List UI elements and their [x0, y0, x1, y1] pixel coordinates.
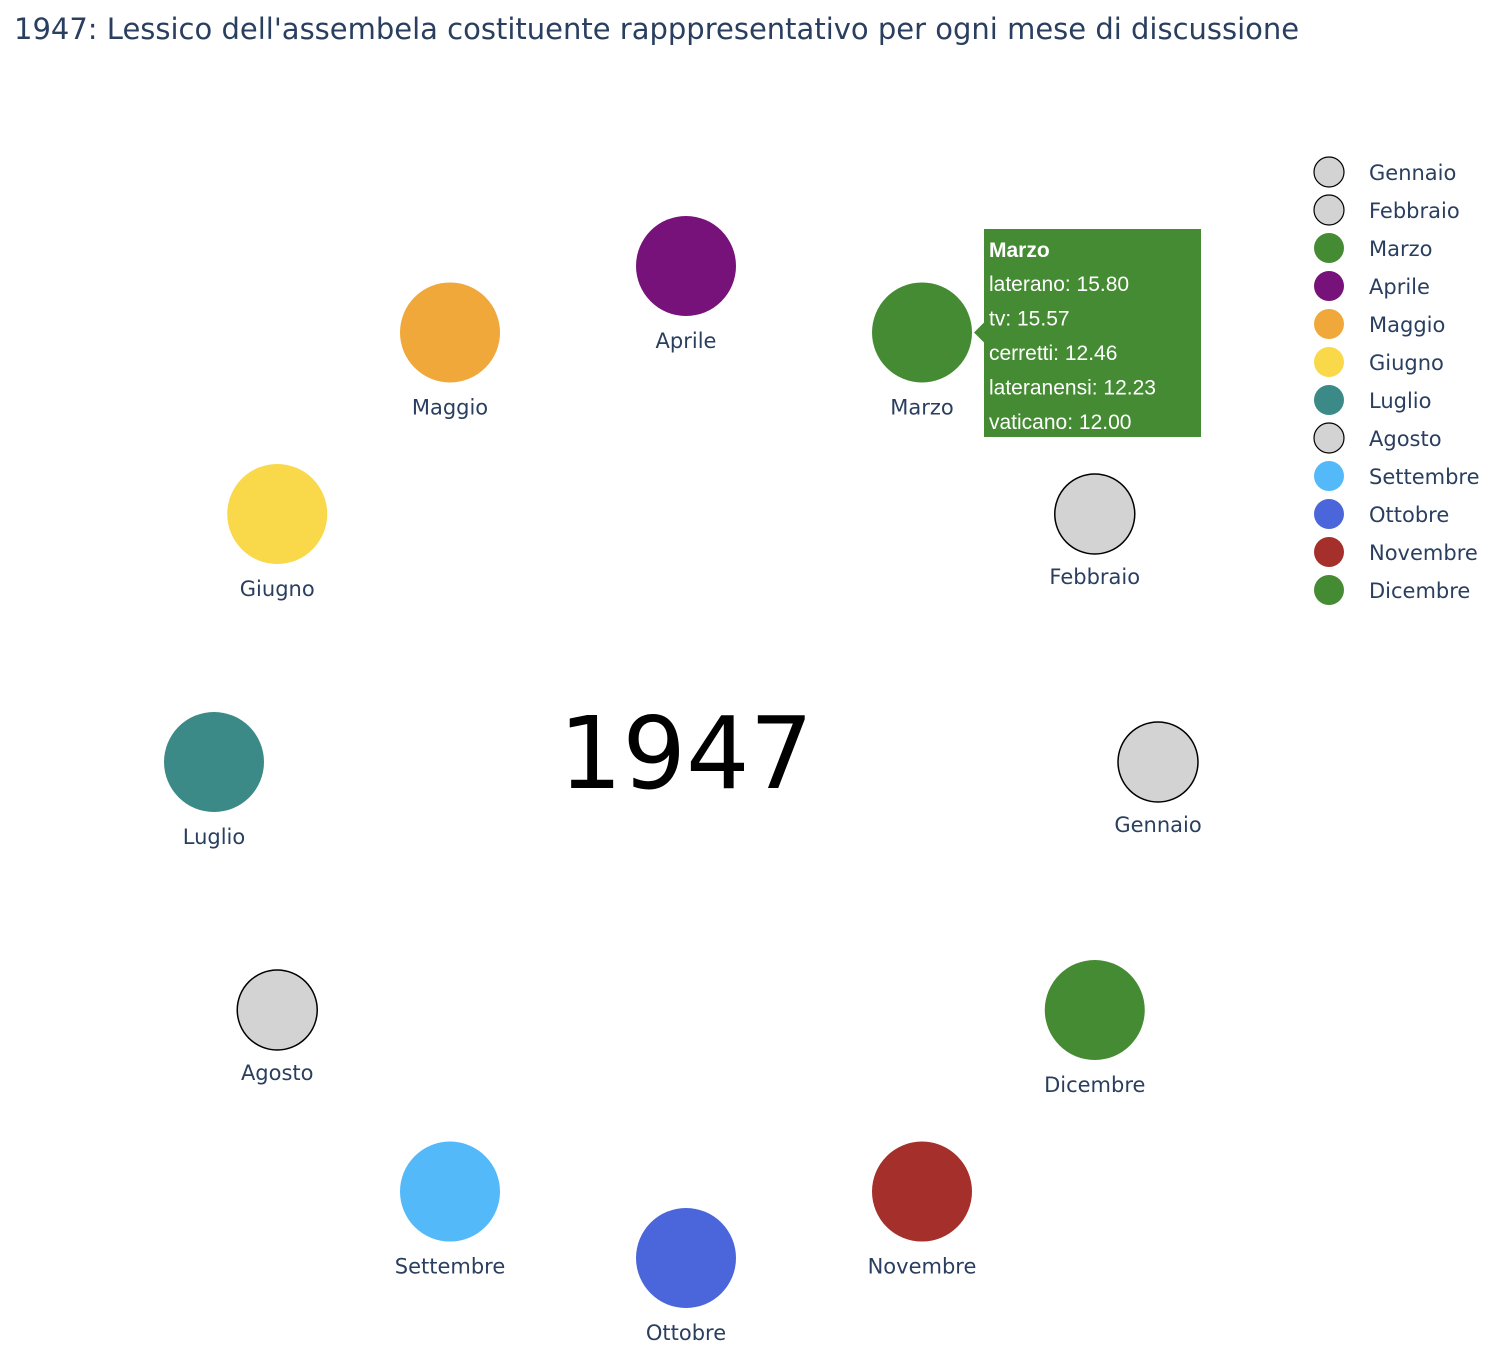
- label-gennaio: Gennaio: [1114, 813, 1201, 837]
- legend-label: Giugno: [1369, 351, 1444, 375]
- legend-swatch: [1314, 499, 1344, 529]
- legend-item-gennaio[interactable]: Gennaio: [1313, 156, 1456, 188]
- legend-swatch: [1314, 537, 1344, 567]
- legend: Gennaio Febbraio Marzo Aprile Maggio Giugno Lu…: [1313, 156, 1480, 605]
- legend-label: Luglio: [1369, 389, 1432, 413]
- label-giugno: Giugno: [240, 577, 315, 601]
- label-ottobre: Ottobre: [646, 1321, 726, 1345]
- label-settembre: Settembre: [395, 1255, 506, 1279]
- legend-swatch: [1314, 233, 1344, 263]
- center-year-label: 1947: [559, 695, 814, 812]
- legend-swatch: [1314, 575, 1344, 605]
- chart-title: 1947: Lessico dell'assembela costituente…: [14, 12, 1300, 46]
- legend-label: Settembre: [1369, 465, 1480, 489]
- legend-label: Novembre: [1369, 541, 1478, 565]
- legend-item-agosto[interactable]: Agosto: [1313, 422, 1442, 454]
- label-novembre: Novembre: [868, 1255, 977, 1279]
- tooltip-line: vaticano: 12.00: [989, 411, 1131, 434]
- label-aprile: Aprile: [656, 329, 717, 353]
- legend-label: Dicembre: [1369, 579, 1470, 603]
- legend-swatch: [1314, 385, 1344, 415]
- marker-giugno[interactable]: [227, 464, 328, 564]
- label-maggio: Maggio: [412, 395, 488, 419]
- legend-swatch: [1313, 194, 1345, 226]
- tooltip-line: cerretti: 12.46: [989, 342, 1117, 365]
- legend-swatch: [1314, 309, 1344, 339]
- legend-swatch: [1314, 347, 1344, 377]
- legend-label: Marzo: [1369, 237, 1433, 261]
- tooltip-title: Marzo: [989, 239, 1050, 262]
- label-agosto: Agosto: [241, 1061, 314, 1085]
- legend-item-giugno[interactable]: Giugno: [1314, 347, 1444, 377]
- legend-item-maggio[interactable]: Maggio: [1314, 309, 1445, 339]
- legend-item-novembre[interactable]: Novembre: [1314, 537, 1478, 567]
- tooltip-line: lateranensi: 12.23: [989, 377, 1156, 400]
- legend-swatch: [1313, 422, 1345, 454]
- tooltip-pointer: [974, 322, 984, 343]
- marker-febbraio[interactable]: [1054, 473, 1136, 555]
- legend-label: Aprile: [1369, 275, 1430, 299]
- legend-item-marzo[interactable]: Marzo: [1314, 233, 1433, 263]
- marker-marzo[interactable]: [872, 282, 972, 383]
- label-dicembre: Dicembre: [1044, 1073, 1145, 1097]
- tooltip-line: laterano: 15.80: [989, 273, 1129, 296]
- marker-dicembre[interactable]: [1044, 960, 1145, 1060]
- legend-item-settembre[interactable]: Settembre: [1314, 461, 1480, 491]
- label-luglio: Luglio: [183, 825, 246, 849]
- legend-swatch: [1314, 271, 1344, 301]
- legend-label: Febbraio: [1369, 199, 1460, 223]
- month-markers: Gennaio Febbraio Marzo Aprile Maggio Giugno Lu…: [164, 216, 1202, 1345]
- marker-novembre[interactable]: [872, 1141, 972, 1242]
- legend-item-ottobre[interactable]: Ottobre: [1314, 499, 1449, 529]
- marker-aprile[interactable]: [636, 216, 736, 316]
- tooltip-line: tv: 15.57: [989, 308, 1070, 331]
- label-marzo: Marzo: [890, 395, 954, 419]
- legend-label: Ottobre: [1369, 503, 1449, 527]
- marker-luglio[interactable]: [164, 712, 264, 812]
- marker-maggio[interactable]: [400, 282, 500, 383]
- legend-swatch: [1313, 156, 1345, 188]
- tooltip-box: [984, 229, 1201, 437]
- legend-item-dicembre[interactable]: Dicembre: [1314, 575, 1470, 605]
- hover-tooltip: Marzo laterano: 15.80 tv: 15.57 cerretti: 1…: [974, 229, 1201, 437]
- legend-label: Maggio: [1369, 313, 1445, 337]
- legend-swatch: [1314, 461, 1344, 491]
- marker-gennaio[interactable]: [1117, 721, 1199, 803]
- legend-item-febbraio[interactable]: Febbraio: [1313, 194, 1460, 226]
- label-febbraio: Febbraio: [1049, 565, 1140, 589]
- marker-ottobre[interactable]: [636, 1208, 736, 1308]
- legend-label: Agosto: [1369, 427, 1442, 451]
- legend-item-aprile[interactable]: Aprile: [1314, 271, 1430, 301]
- legend-label: Gennaio: [1369, 161, 1456, 185]
- legend-item-luglio[interactable]: Luglio: [1314, 385, 1432, 415]
- marker-agosto[interactable]: [236, 969, 318, 1051]
- marker-settembre[interactable]: [400, 1141, 500, 1242]
